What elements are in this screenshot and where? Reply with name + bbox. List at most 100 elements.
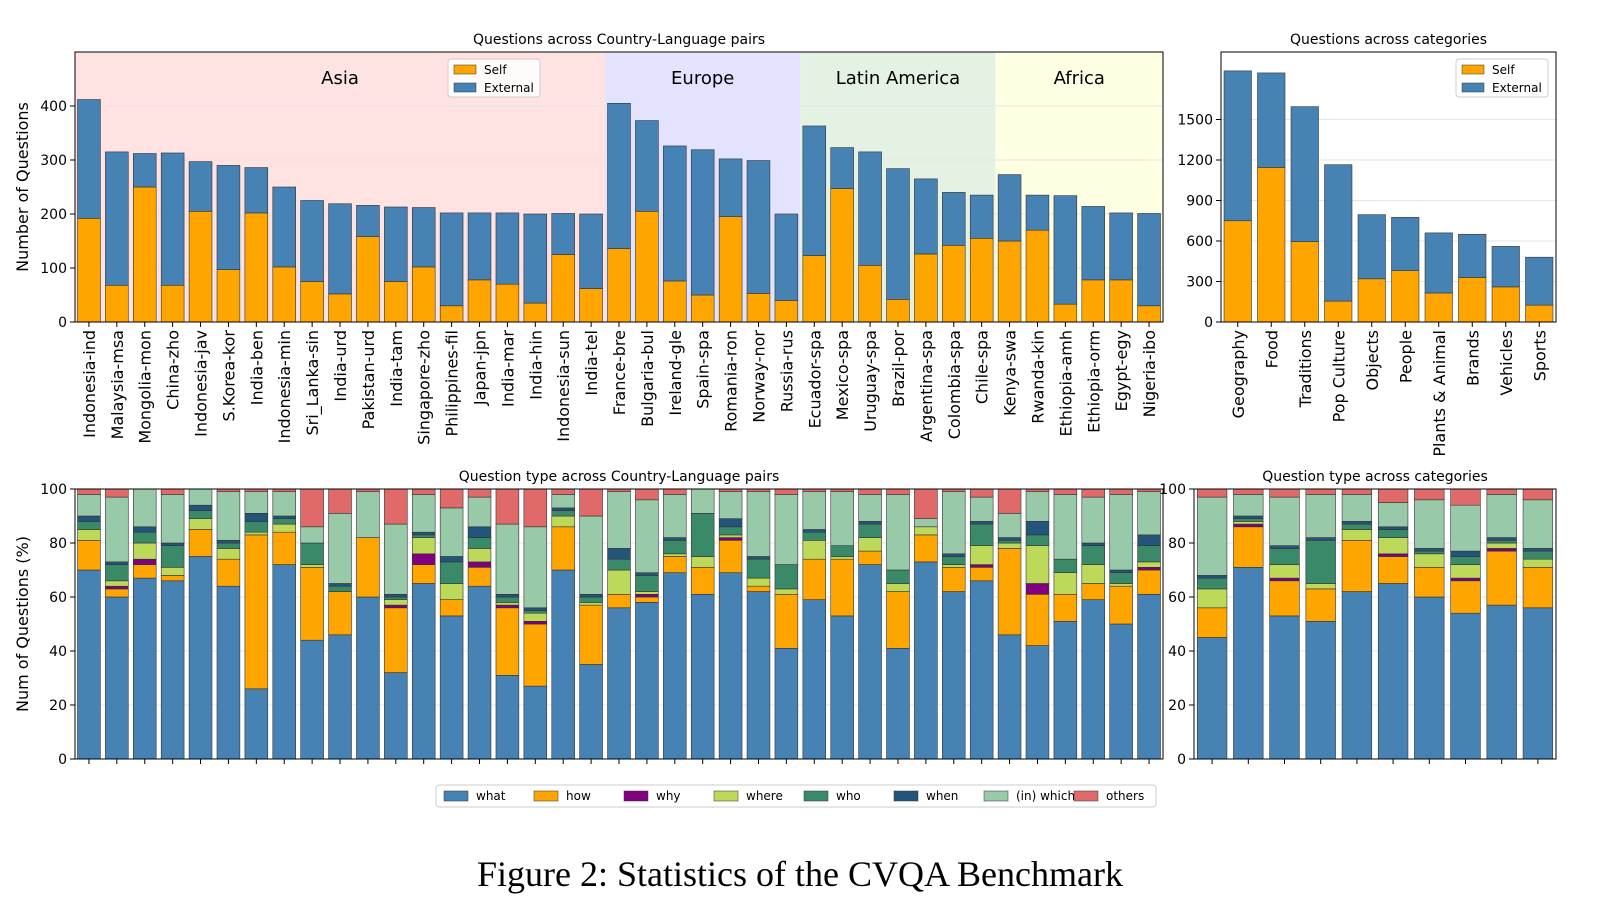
bar-colombia-spa-how [942,566,966,592]
bar-ethiopia-amh-what [1053,620,1078,760]
bar-indonesia-min-who [272,518,296,525]
y-tick-label: 60 [1168,590,1186,606]
bar-mongolia-mon-in-which [133,488,157,528]
bar-nigeria-ibo-who [1137,545,1161,563]
bar-people-self [1391,270,1420,323]
bar-objects-self [1357,278,1386,323]
x-tick-label-sri-lanka-sin: Sri_Lanka-sin [303,330,323,436]
bar-sports-what [1522,607,1554,760]
bar-france-bre-where [607,569,631,595]
bar-russia-rus-self [774,300,799,323]
bar-colombia-spa-who [942,556,966,565]
x-tick-label-pakistan-urd: Pakistan-urd [359,330,378,429]
bar-india-tam-others [384,488,408,525]
bar-india-hin-others [523,488,548,528]
type-legend-swatch-who [803,790,829,802]
bar-france-bre-when [607,548,631,560]
bar-indonesia-sun-self [551,254,575,323]
legend-swatch-self [453,64,477,75]
bar-vehicles-others [1486,488,1517,495]
bar-norway-nor-in-which [746,491,771,557]
bar-india-mar-where [495,602,520,606]
bar-brands-others [1450,488,1481,506]
bar-ireland-gle-how [663,556,687,574]
bar-indonesia-ind-what [77,569,101,760]
bar-china-zho-others [160,488,185,495]
bar-indonesia-jav-self [188,211,213,323]
bar-kenya-swa-self [997,240,1022,323]
bar-india-urd-what [328,634,352,760]
x-tick-label-plants-animal: Plants & Animal [1430,330,1449,457]
bar-france-bre-external [607,103,631,249]
bar-objects-others [1341,488,1373,495]
bar-india-tel-when [579,593,603,598]
bar-india-tam-who [384,596,408,601]
x-tick-label-india-tam: India-tam [387,330,406,407]
bar-argentina-spa-others [914,488,938,520]
x-tick-label-vehicles: Vehicles [1497,330,1516,396]
bar-india-mar-what [495,674,520,760]
bar-vehicles-in-which [1486,494,1517,538]
bars [77,99,1161,323]
bar-bulgaria-bul-others [635,488,659,501]
bars [1196,488,1554,760]
bar-food-others [1233,488,1264,495]
bar-indonesia-jav-who [188,510,213,520]
bar-uruguay-spa-external [858,151,882,266]
legend-label-self: Self [1492,63,1515,77]
bar-philippines-fil-others [439,488,464,509]
bar-philippines-fil-external [439,212,464,307]
bar-egypt-egy-who [1109,572,1133,584]
bar-ethiopia-amh-self [1053,303,1078,323]
bars [77,488,1161,760]
bar-people-who [1377,529,1409,538]
bar-uruguay-spa-what [858,564,882,760]
bar-colombia-spa-self [942,245,966,323]
bar-indonesia-sun-what [551,569,575,760]
bar-india-tam-where [384,599,408,606]
bar-india-ben-external [244,167,269,214]
x-tick-label-malaysia-msa: Malaysia-msa [108,330,127,439]
bar-ecuador-spa-self [802,255,827,323]
bar-india-ben-how [244,534,269,690]
legend-label-external: External [1492,81,1542,95]
bar-spain-spa-external [690,149,715,296]
x-tick-label-pop-culture: Pop Culture [1329,330,1348,422]
bar-indonesia-ind-self [77,218,101,323]
bar-colombia-spa-what [942,591,966,760]
bar-sports-where [1522,558,1554,568]
bar-mexico-spa-in-which [830,491,854,547]
bar-malaysia-msa-what [105,596,129,760]
bar-traditions-others [1269,488,1300,498]
bar-singapore-zho-who [411,534,436,538]
bar-objects-external [1357,214,1386,280]
bar-russia-rus-how [774,593,799,649]
bar-nigeria-ibo-what [1137,593,1161,760]
bar-sri-lanka-sin-how [300,566,324,641]
bar-india-hin-what [523,685,548,760]
bar-russia-rus-in-which [774,494,799,565]
bar-ireland-gle-others [663,488,687,495]
bar-ecuador-spa-who [802,531,827,541]
bar-india-tel-where [579,602,603,606]
bar-brands-what [1450,612,1481,760]
bar-indonesia-jav-where [188,518,213,530]
bar-philippines-fil-where [439,583,464,601]
bar-ireland-gle-self [663,280,687,323]
bar-uruguay-spa-how [858,550,882,565]
bar-russia-rus-external [774,213,799,301]
bar-geography-self [1223,220,1252,323]
bar-malaysia-msa-self [105,284,129,323]
plot-frame [74,488,1164,760]
bar-chile-spa-when [969,521,994,525]
bar-india-ben-who [244,521,269,533]
bar-spain-spa-who [690,512,715,557]
bar-romania-ron-external [718,158,743,217]
bar-s-korea-kor-in-which [216,491,241,541]
bar-traditions-how [1269,580,1300,617]
bar-mongolia-mon-self [133,186,157,323]
y-tick-label: 400 [40,99,67,115]
legend-swatch-external [1461,82,1485,93]
chart-country-count: Asia Europe Latin America Africa 0 100 200 300 4… [13,32,1164,445]
bar-ethiopia-orm-who [1081,545,1105,565]
